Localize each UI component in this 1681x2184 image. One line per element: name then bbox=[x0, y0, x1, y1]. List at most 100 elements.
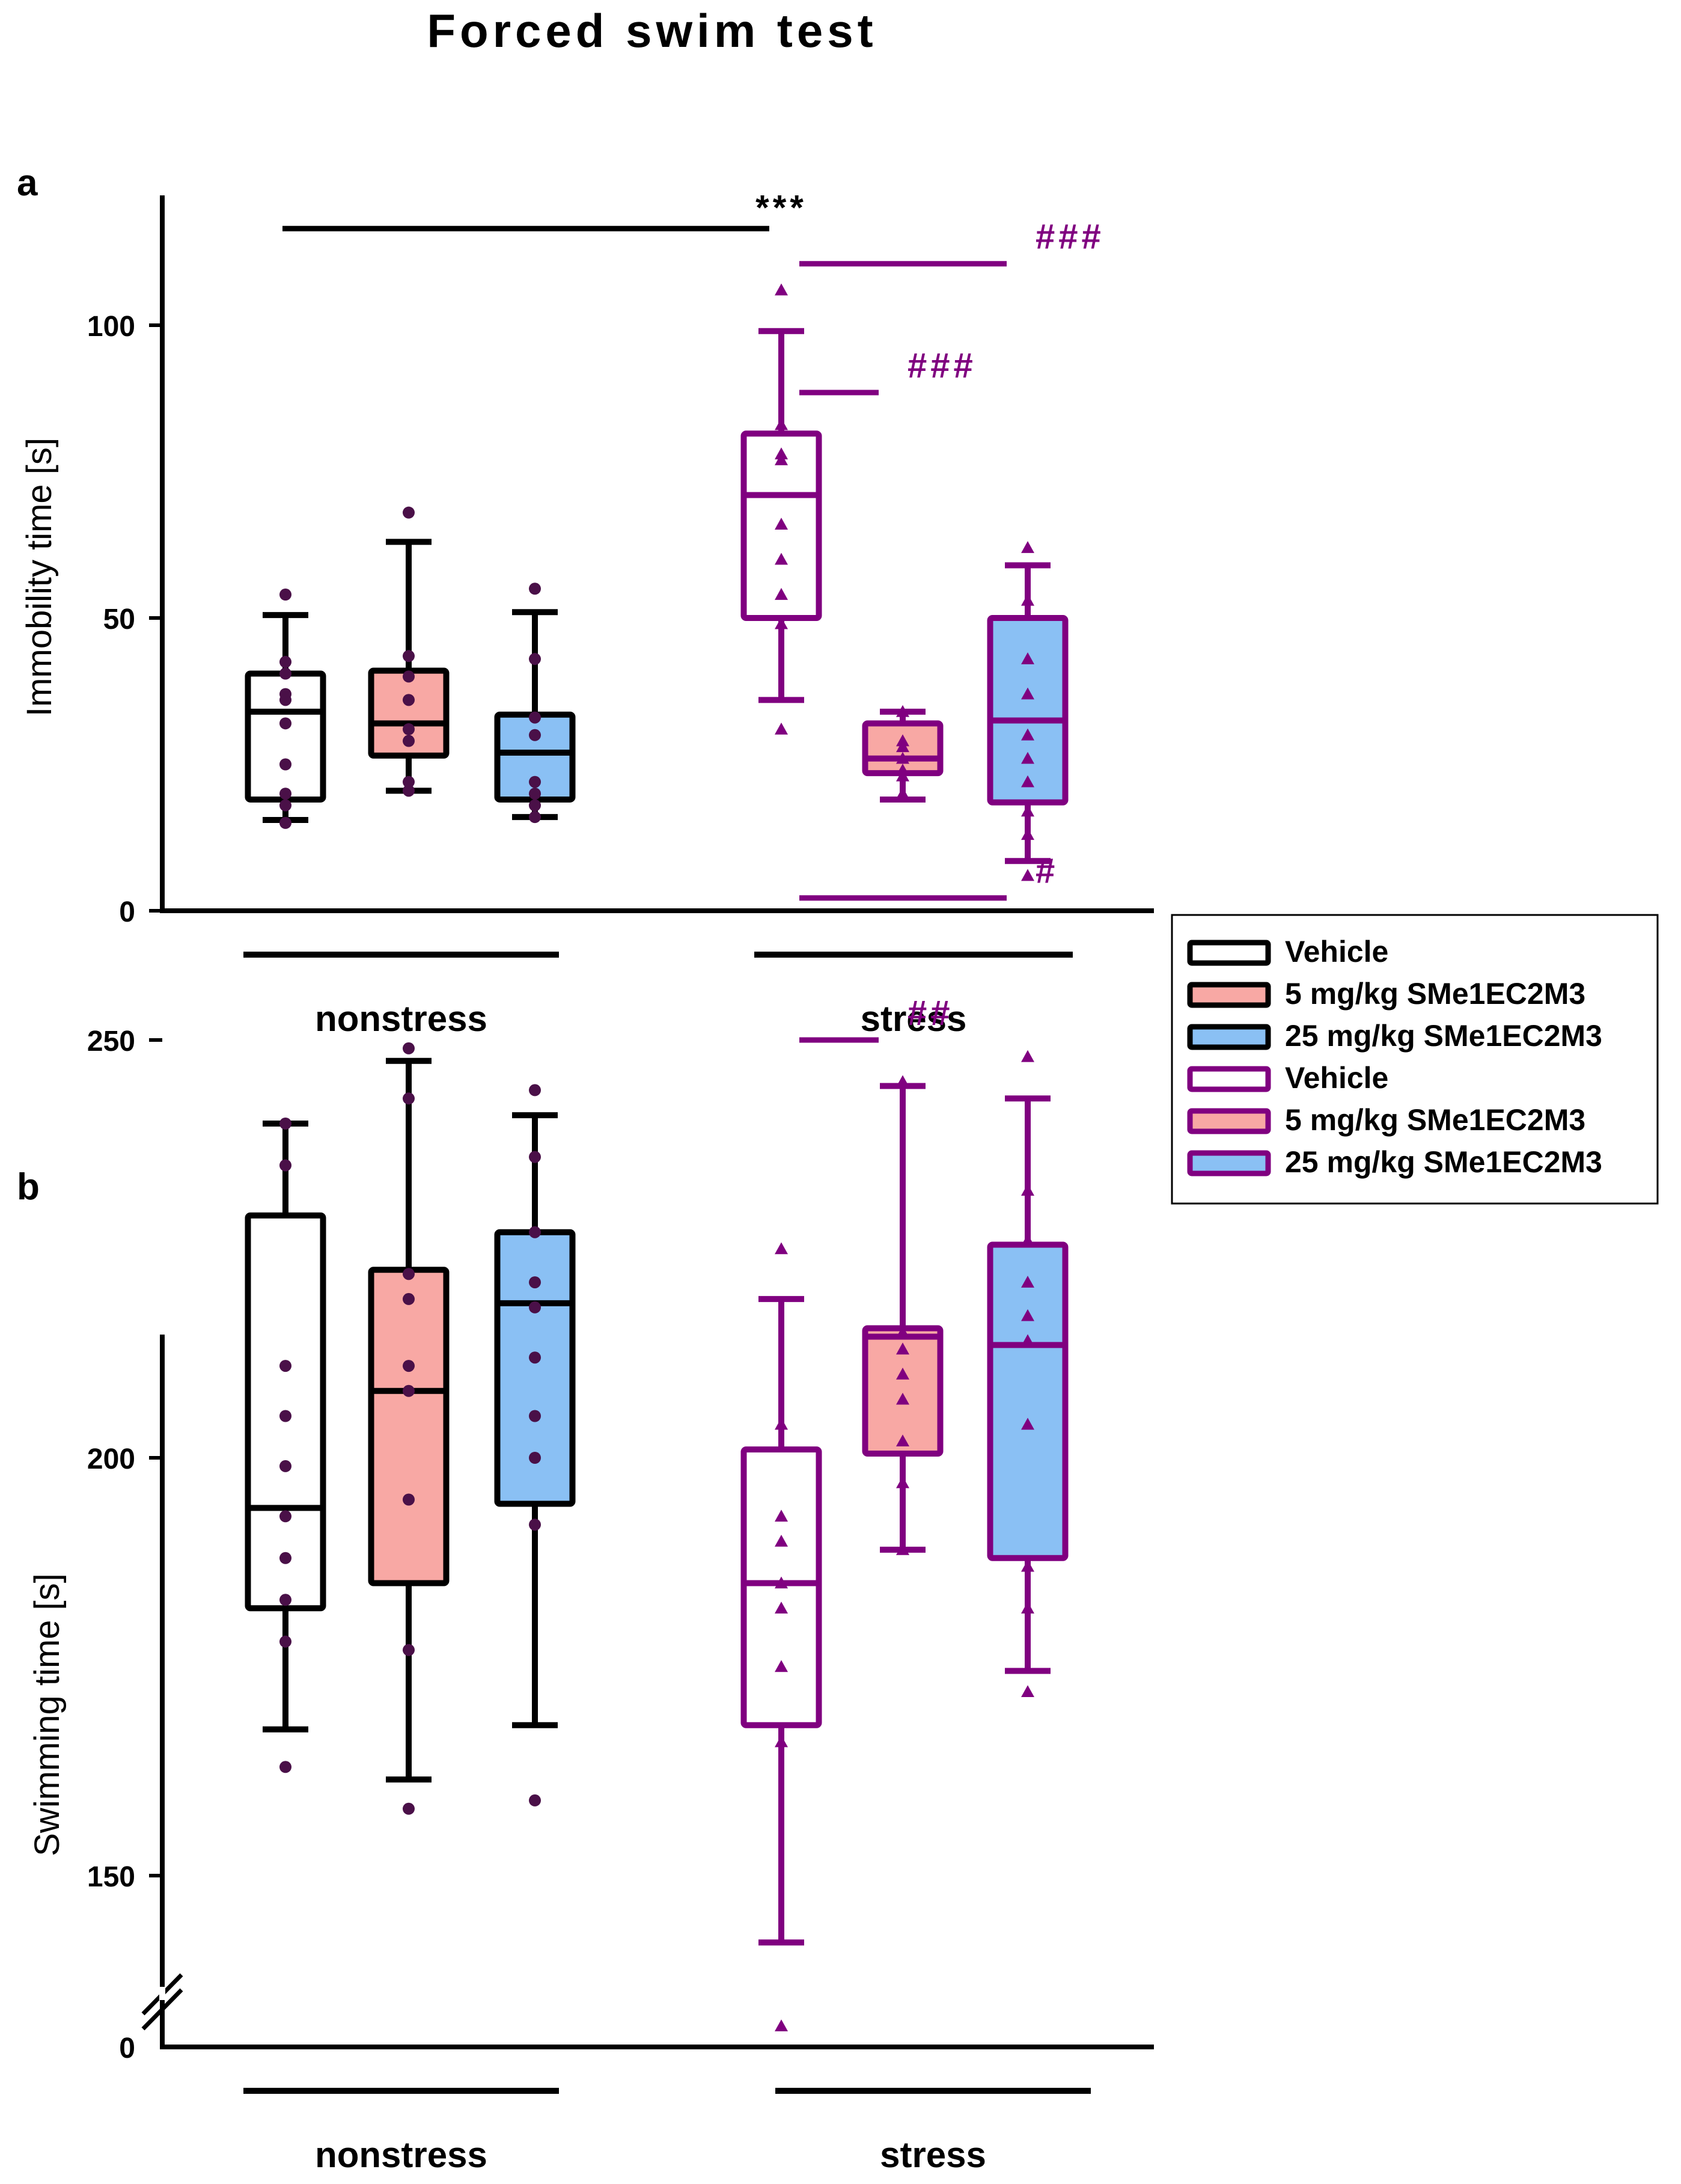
significance-label: ## bbox=[908, 994, 954, 1033]
data-point bbox=[775, 1535, 788, 1547]
data-point bbox=[1021, 1601, 1034, 1614]
data-point bbox=[896, 1075, 909, 1087]
legend-label: Vehicle bbox=[1285, 1061, 1388, 1095]
data-point bbox=[279, 1635, 291, 1648]
data-point bbox=[1021, 804, 1034, 817]
data-point bbox=[279, 717, 291, 730]
group-label-stress: stress bbox=[861, 999, 967, 1039]
data-point bbox=[1021, 1309, 1034, 1321]
data-point bbox=[529, 1519, 541, 1531]
data-point bbox=[279, 656, 291, 668]
data-point bbox=[775, 1510, 788, 1522]
data-point bbox=[403, 1092, 415, 1105]
legend: Vehicle 5 mg/kg SMe1EC2M3 25 mg/kg SMe1EC2… bbox=[1171, 914, 1659, 1205]
data-point bbox=[403, 1042, 415, 1054]
legend-swatch bbox=[1187, 1066, 1271, 1092]
data-point bbox=[279, 799, 291, 812]
data-point bbox=[403, 650, 415, 662]
significance-annotation: ### bbox=[799, 346, 977, 396]
data-point bbox=[896, 787, 909, 799]
data-point bbox=[896, 769, 909, 782]
data-point bbox=[1021, 1334, 1034, 1347]
data-point bbox=[1021, 751, 1034, 764]
significance-label: *** bbox=[755, 188, 807, 227]
panel-label: b bbox=[17, 1166, 40, 1208]
box-nonstress-5-mg-kg-sme1ec2m3 bbox=[368, 1042, 450, 1815]
data-point bbox=[896, 1342, 909, 1355]
data-point bbox=[775, 1735, 788, 1748]
data-point bbox=[529, 1084, 541, 1097]
data-point bbox=[1021, 869, 1034, 881]
data-point bbox=[775, 552, 788, 565]
data-point bbox=[896, 1368, 909, 1380]
box-nonstress-5-mg-kg-sme1ec2m3 bbox=[368, 506, 450, 797]
data-point bbox=[279, 1118, 291, 1130]
data-point bbox=[403, 1802, 415, 1815]
legend-label: 5 mg/kg SMe1EC2M3 bbox=[1285, 977, 1585, 1011]
y-axis-title: Immobility time [s] bbox=[20, 438, 59, 717]
significance-annotation: # bbox=[799, 852, 1055, 901]
box-iqr bbox=[987, 615, 1069, 806]
data-point bbox=[529, 1301, 541, 1314]
data-point bbox=[279, 667, 291, 680]
y-tick-label-50: 50 bbox=[103, 604, 135, 635]
significance-annotation: ## bbox=[799, 994, 954, 1043]
data-point bbox=[279, 1460, 291, 1472]
legend-item-3: 25 mg/kg SMe1EC2M3 bbox=[1187, 1019, 1602, 1053]
box-nonstress-25-mg-kg-sme1ec2m3 bbox=[494, 1084, 576, 1806]
y-tick-label-break: 0 bbox=[119, 2033, 135, 2064]
data-point bbox=[279, 1360, 291, 1372]
data-point bbox=[403, 735, 415, 747]
data-point bbox=[775, 723, 788, 735]
data-point bbox=[529, 788, 541, 800]
data-point bbox=[403, 723, 415, 736]
data-point bbox=[403, 775, 415, 788]
box-stress-25-mg-kg-sme1ec2m3 bbox=[987, 1050, 1069, 1697]
data-point bbox=[403, 506, 415, 519]
data-point bbox=[279, 1510, 291, 1523]
box-stress-5-mg-kg-sme1ec2m3 bbox=[862, 705, 944, 803]
data-point bbox=[896, 1326, 909, 1338]
group-label-nonstress: nonstress bbox=[315, 2135, 487, 2175]
data-point bbox=[775, 453, 788, 465]
data-point bbox=[279, 788, 291, 800]
panel-a: a Immobility time [s] 0 50 100 nonstress stres… bbox=[17, 162, 1154, 1039]
data-point bbox=[896, 1543, 909, 1555]
legend-label: 25 mg/kg SMe1EC2M3 bbox=[1285, 1145, 1602, 1179]
data-point bbox=[775, 1242, 788, 1255]
data-point bbox=[403, 1384, 415, 1397]
data-point bbox=[1021, 828, 1034, 840]
data-point bbox=[775, 588, 788, 600]
legend-label: Vehicle bbox=[1285, 935, 1388, 968]
data-point bbox=[529, 1794, 541, 1806]
data-point bbox=[529, 799, 541, 812]
data-point bbox=[775, 283, 788, 296]
y-axis-title: Swimming time [s] bbox=[28, 1573, 67, 1856]
data-point bbox=[279, 1159, 291, 1172]
data-point bbox=[896, 1392, 909, 1405]
data-point bbox=[279, 1552, 291, 1564]
legend-swatch bbox=[1187, 1024, 1271, 1050]
data-point bbox=[775, 2019, 788, 2031]
data-point bbox=[403, 785, 415, 797]
box-nonstress-vehicle bbox=[245, 589, 326, 829]
data-point bbox=[775, 1576, 788, 1589]
box-stress-25-mg-kg-sme1ec2m3 bbox=[987, 541, 1069, 881]
data-point bbox=[279, 694, 291, 706]
figure-title: Forced swim test bbox=[427, 4, 877, 57]
data-point bbox=[1021, 775, 1034, 788]
box-nonstress-25-mg-kg-sme1ec2m3 bbox=[494, 583, 576, 824]
axis-break-gap bbox=[159, 1987, 165, 2000]
legend-swatch bbox=[1187, 1150, 1271, 1176]
box-nonstress-vehicle bbox=[245, 1118, 326, 1773]
data-point bbox=[279, 589, 291, 601]
data-point bbox=[1021, 1685, 1034, 1697]
data-point bbox=[775, 1418, 788, 1430]
data-point bbox=[403, 670, 415, 683]
data-point bbox=[775, 1601, 788, 1614]
data-point bbox=[529, 583, 541, 595]
data-point bbox=[529, 811, 541, 824]
y-tick-label-100: 100 bbox=[87, 311, 135, 343]
significance-label: ### bbox=[908, 346, 977, 385]
